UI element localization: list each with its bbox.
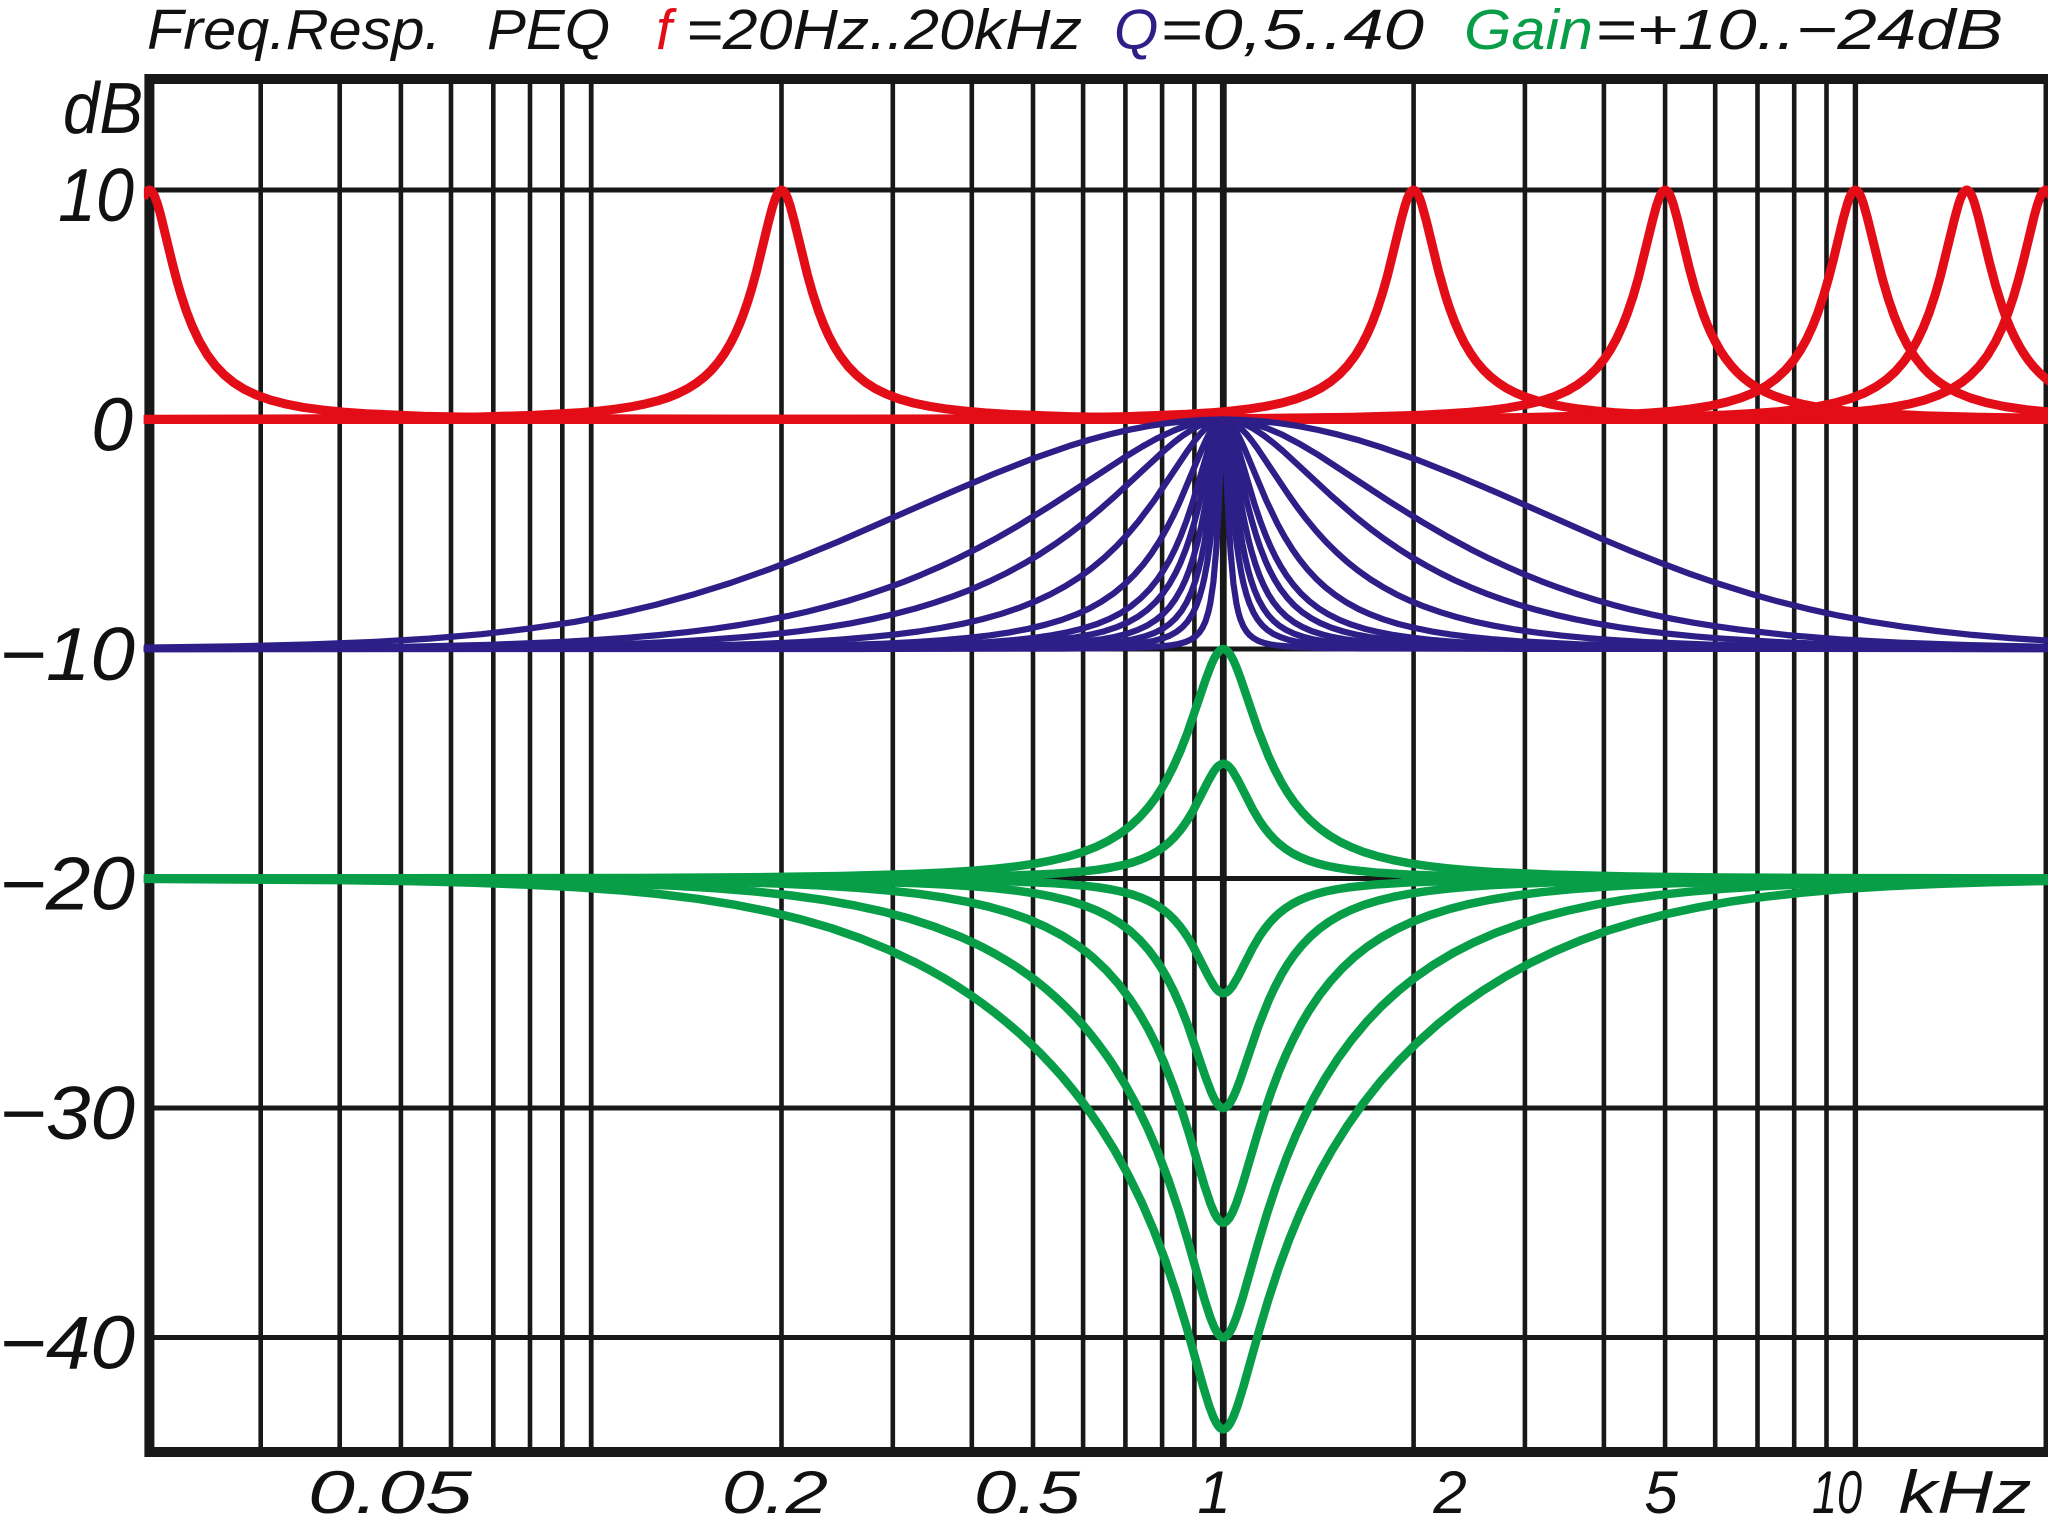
svg-text:0.2: 0.2: [722, 1459, 828, 1520]
svg-text:Freq.Resp.: Freq.Resp.: [147, 0, 441, 62]
svg-text:0: 0: [91, 383, 133, 467]
svg-text:−40: −40: [0, 1301, 135, 1385]
svg-text:0.05: 0.05: [308, 1459, 473, 1520]
svg-text:=0,5..40: =0,5..40: [1160, 0, 1424, 62]
svg-text:=20Hz..20kHz: =20Hz..20kHz: [686, 0, 1082, 62]
svg-text:dB: dB: [63, 69, 143, 149]
svg-text:kHz: kHz: [1899, 1459, 2032, 1520]
svg-text:PEQ: PEQ: [487, 0, 610, 62]
svg-text:1: 1: [1197, 1459, 1230, 1520]
svg-text:Gain: Gain: [1464, 0, 1593, 62]
svg-text:−10: −10: [0, 612, 135, 696]
svg-text:5: 5: [1644, 1459, 1678, 1520]
svg-text:Q: Q: [1114, 0, 1158, 62]
svg-text:0.5: 0.5: [974, 1459, 1081, 1520]
svg-text:f: f: [656, 0, 677, 62]
svg-text:−20: −20: [0, 842, 135, 926]
svg-text:2: 2: [1432, 1459, 1466, 1520]
svg-text:10: 10: [1812, 1459, 1862, 1520]
svg-text:=+10..−24dB: =+10..−24dB: [1595, 0, 2003, 62]
svg-text:−30: −30: [0, 1071, 135, 1155]
svg-text:10: 10: [58, 153, 134, 237]
